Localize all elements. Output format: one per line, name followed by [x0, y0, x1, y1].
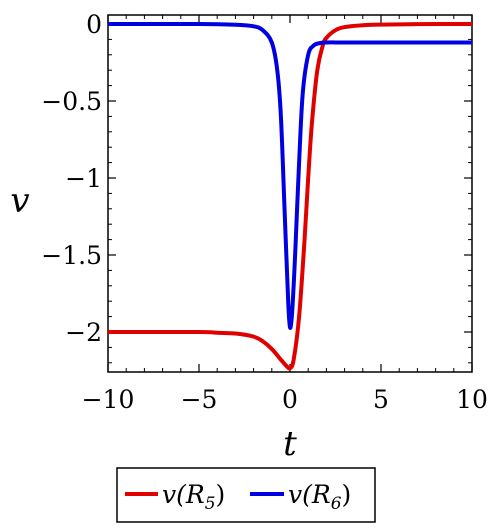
- x-tick-label: −10: [82, 385, 135, 414]
- legend-label-r5-sub: 5: [205, 494, 216, 514]
- series-line-r6: [107, 21, 473, 330]
- legend-label-r6-sub: 6: [331, 494, 342, 514]
- y-tick-label: −1.5: [41, 241, 102, 270]
- legend-label-r5: v(R5): [162, 480, 225, 514]
- legend-label-r5-close: ): [216, 480, 226, 509]
- legend-label-r5-base: v(R: [162, 480, 205, 509]
- y-axis-label: v: [10, 181, 29, 221]
- legend-label-r6: v(R6): [288, 480, 351, 514]
- legend-box: [116, 467, 376, 523]
- x-axis-label: t: [283, 424, 297, 464]
- legend: v(R5) v(R6): [116, 467, 376, 523]
- series-layer: [107, 21, 473, 371]
- x-tick-label: −5: [181, 385, 218, 414]
- x-tick-label: 5: [373, 385, 389, 414]
- legend-label-r6-close: ): [342, 480, 352, 509]
- y-tick-label: −1: [65, 164, 102, 193]
- x-tick-label: 0: [282, 385, 298, 414]
- y-tick-label: 0: [86, 10, 102, 39]
- y-tick-label: −0.5: [41, 87, 102, 116]
- x-tick-label: 10: [456, 385, 488, 414]
- y-tick-label: −2: [65, 318, 102, 347]
- legend-label-r6-base: v(R: [288, 480, 331, 509]
- series-line-r5: [107, 22, 473, 371]
- tick-labels: −10 −5 0 5 10 0 −0.5 −1 −1.5 −2: [41, 10, 488, 414]
